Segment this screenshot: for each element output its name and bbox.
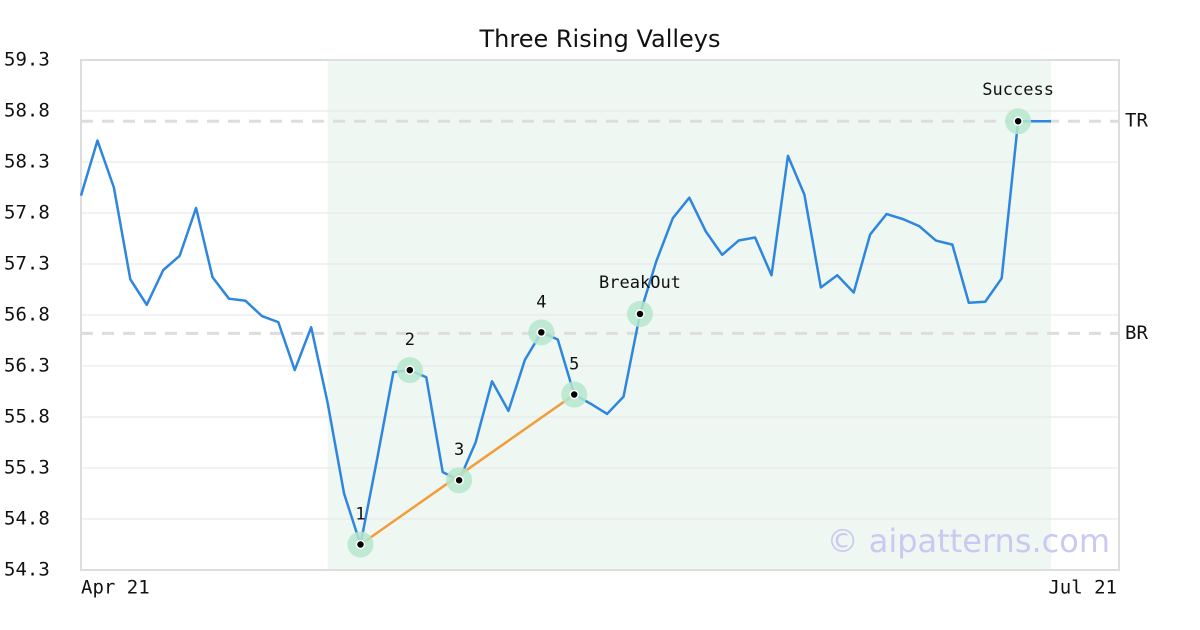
x-tick-label: Jul 21 — [1048, 577, 1117, 599]
point-dot — [569, 389, 579, 400]
point-label: 3 — [454, 440, 464, 460]
plot-frame — [80, 59, 1120, 571]
y-tick-label: 56.3 — [4, 355, 50, 377]
y-tick-label: 57.8 — [4, 202, 50, 224]
point-label: Success — [982, 80, 1054, 100]
point-label: 4 — [536, 292, 546, 312]
point-label: 1 — [355, 505, 365, 525]
y-tick-label: 59.3 — [4, 49, 50, 71]
y-tick-label: 58.8 — [4, 100, 50, 122]
point-dot — [355, 539, 366, 550]
y-tick-label: 55.8 — [4, 406, 50, 428]
point-dot — [454, 475, 464, 485]
point-dot — [536, 327, 547, 338]
chart-title: Three Rising Valleys — [478, 25, 720, 53]
point-label: 2 — [405, 330, 415, 350]
watermark: © aipatterns.com — [827, 522, 1110, 560]
y-tick-label: 54.3 — [4, 559, 50, 581]
point-label: 5 — [569, 355, 579, 375]
point-label: BreakOut — [599, 273, 681, 293]
point-dot — [1013, 116, 1023, 126]
point-dot — [635, 309, 645, 319]
point-dot — [405, 365, 415, 375]
y-tick-label: 57.3 — [4, 253, 50, 275]
y-tick-label: 54.8 — [4, 508, 50, 530]
trend-line — [359, 393, 575, 546]
level-label: TR — [1125, 110, 1148, 132]
level-label: BR — [1125, 322, 1148, 344]
y-tick-label: 56.8 — [4, 304, 50, 326]
price-line — [79, 119, 1051, 546]
x-tick-label: Apr 21 — [81, 577, 150, 599]
y-tick-label: 58.3 — [4, 151, 50, 173]
y-tick-label: 55.3 — [4, 457, 50, 479]
